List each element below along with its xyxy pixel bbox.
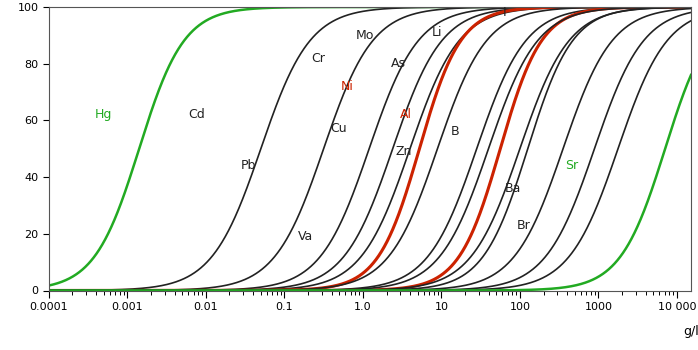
Text: %: % [13, 0, 26, 1]
Text: Va: Va [298, 230, 313, 243]
Text: Al: Al [401, 108, 413, 121]
Text: Ni: Ni [341, 80, 353, 93]
Text: Br: Br [517, 219, 530, 232]
X-axis label: g/l: g/l [683, 324, 698, 337]
Text: Sr: Sr [565, 159, 579, 172]
Text: Li: Li [431, 26, 442, 39]
Text: Zn: Zn [396, 145, 412, 158]
Text: Cd: Cd [188, 108, 205, 121]
Text: B: B [450, 125, 459, 138]
Text: Cu: Cu [330, 122, 346, 135]
Text: Cr: Cr [311, 51, 325, 64]
Text: Hg: Hg [94, 108, 112, 121]
Text: As: As [392, 57, 406, 70]
Text: I: I [503, 6, 506, 19]
Text: Pb: Pb [241, 159, 256, 172]
Text: Mo: Mo [355, 29, 373, 42]
Text: Ba: Ba [505, 182, 521, 195]
